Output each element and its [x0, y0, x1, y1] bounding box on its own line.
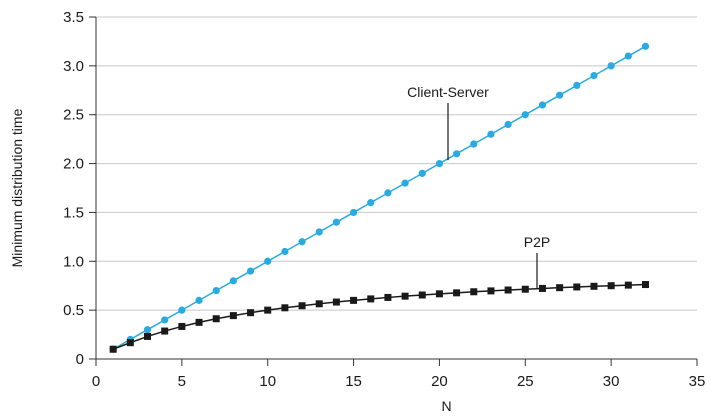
- y-tick-label: 3.0: [63, 58, 84, 75]
- p2p-point: [178, 322, 186, 330]
- client-server-point: [178, 306, 186, 314]
- client-server-point: [332, 218, 340, 226]
- x-axis-label: N: [441, 398, 451, 414]
- x-tick-label: 5: [178, 373, 186, 390]
- client-server-annotation: Client-Server: [407, 84, 489, 100]
- client-server-point: [556, 91, 564, 99]
- p2p-point: [418, 291, 426, 299]
- p2p-point: [212, 315, 220, 323]
- y-tick-label: 0.5: [63, 302, 84, 319]
- y-tick-label: 3.5: [63, 9, 84, 26]
- p2p-point: [607, 282, 615, 290]
- client-server-point: [641, 42, 650, 50]
- client-server-point: [281, 247, 289, 256]
- client-server-point: [315, 228, 323, 236]
- p2p-point: [504, 286, 512, 294]
- p2p-point: [126, 339, 134, 347]
- client-server-point: [538, 101, 547, 109]
- p2p-point: [538, 284, 546, 292]
- client-server-point: [573, 81, 581, 89]
- client-server-point: [161, 316, 169, 324]
- annotations: Client-Server P2P: [407, 84, 550, 289]
- y-tick-label: 2.5: [63, 107, 84, 124]
- p2p-line: [112, 283, 646, 350]
- x-tick-label: 10: [259, 373, 276, 390]
- y-tick-label: 2.0: [63, 156, 84, 173]
- p2p-point: [161, 327, 169, 335]
- client-server-point: [298, 238, 306, 246]
- client-server-point: [418, 169, 426, 177]
- client-server-point: [384, 189, 392, 197]
- client-server-point: [367, 199, 375, 207]
- x-tick-label: 15: [345, 373, 362, 390]
- p2p-point: [350, 296, 358, 304]
- p2p-annotation: P2P: [524, 234, 550, 250]
- p2p-point: [281, 304, 289, 312]
- y-tick-label: 1.5: [63, 204, 84, 221]
- client-server-point: [521, 111, 529, 119]
- client-server-point: [143, 326, 152, 334]
- p2p-point: [264, 306, 272, 314]
- p2p-point: [641, 281, 649, 289]
- p2p-point: [401, 292, 409, 300]
- p2p-point: [144, 332, 152, 340]
- client-server-point: [349, 208, 358, 217]
- client-server-point: [229, 277, 237, 285]
- p2p-point: [521, 285, 529, 293]
- p2p-point: [247, 309, 255, 317]
- client-server-point: [246, 267, 255, 275]
- p2p-point: [470, 288, 478, 296]
- client-server-point: [212, 287, 220, 295]
- p2p-point: [487, 287, 495, 295]
- p2p-point: [573, 283, 581, 291]
- y-axis-label: Minimum distribution time: [9, 108, 25, 267]
- client-server-point: [590, 72, 598, 80]
- y-tick-label: 0: [76, 351, 84, 368]
- x-tick-label: 0: [92, 373, 100, 390]
- p2p-point: [367, 295, 375, 303]
- gridlines: [96, 16, 697, 311]
- p2p-point: [556, 284, 564, 292]
- p2p-point: [298, 302, 306, 310]
- client-server-point: [264, 257, 272, 265]
- y-tick-label: 1.0: [63, 253, 84, 270]
- p2p-point: [332, 298, 340, 306]
- p2p-point: [195, 318, 203, 326]
- p2p-point: [315, 300, 323, 308]
- x-tick-label: 35: [689, 373, 706, 390]
- p2p-point: [435, 290, 443, 298]
- p2p-point: [109, 345, 117, 353]
- series-group: [109, 42, 650, 353]
- client-server-line: [112, 45, 646, 350]
- axes: 0 0.5 1.0 1.5 2.0 2.5 3.0 3.5 0 5 10 15 20 25 30 35: [63, 9, 705, 390]
- client-server-point: [607, 62, 615, 70]
- x-tick-label: 30: [603, 373, 620, 390]
- client-server-point: [401, 179, 409, 187]
- client-server-point: [487, 130, 495, 138]
- p2p-point: [453, 289, 461, 297]
- client-server-point: [470, 140, 478, 148]
- client-server-point: [195, 296, 203, 304]
- x-tick-label: 25: [517, 373, 534, 390]
- client-server-point: [624, 52, 632, 60]
- x-tick-label: 20: [431, 373, 448, 390]
- p2p-point: [229, 312, 237, 320]
- client-server-point: [435, 159, 444, 168]
- client-server-point: [453, 150, 461, 158]
- p2p-point: [590, 282, 598, 290]
- p2p-point: [624, 281, 632, 289]
- client-server-point: [504, 120, 512, 129]
- p2p-point: [384, 293, 392, 301]
